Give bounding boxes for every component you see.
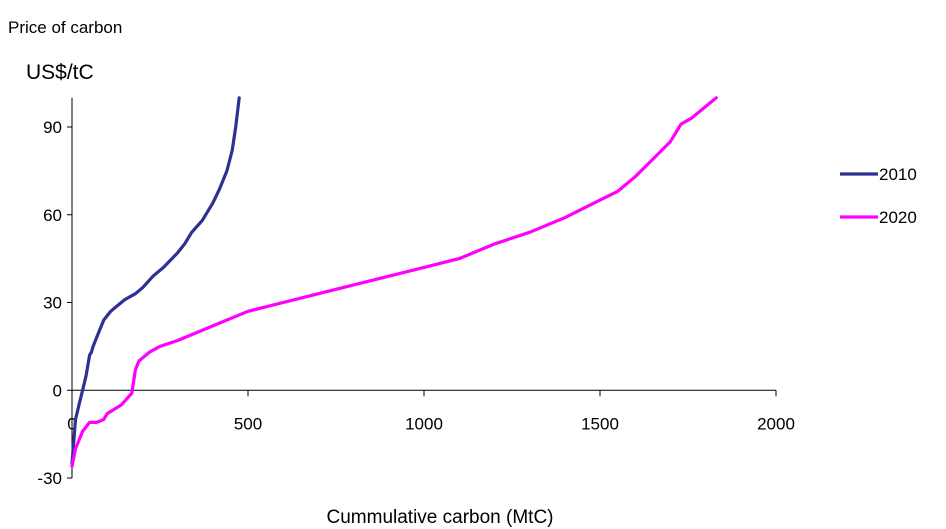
x-tick-label: 500 — [234, 414, 262, 433]
y-axis-label: US$/tC — [26, 61, 94, 84]
x-tick-label: 2000 — [757, 414, 795, 433]
legend: 2010 2020 — [840, 165, 917, 227]
x-tick-label: 1000 — [405, 414, 443, 433]
plot-lines — [70, 96, 718, 468]
y-tick-label: 30 — [43, 294, 62, 313]
y-tick-label: -30 — [37, 469, 62, 488]
tick-labels: -30 0 30 60 90 0 500 1000 1500 2000 — [37, 118, 794, 488]
y-tick-label: 60 — [43, 206, 62, 225]
series-line-2020 — [70, 96, 718, 468]
legend-label-2010: 2010 — [879, 165, 917, 184]
axes — [67, 97, 777, 479]
legend-label-2020: 2020 — [879, 208, 917, 227]
y-tick-label: 90 — [43, 118, 62, 137]
y-tick-label: 0 — [53, 381, 62, 400]
x-tick-label: 1500 — [581, 414, 619, 433]
chart-title: Price of carbon — [8, 18, 122, 37]
x-axis-label: Cummulative carbon (MtC) — [327, 507, 554, 528]
series-line-2010 — [70, 96, 241, 465]
x-tick-label: 0 — [67, 414, 76, 433]
